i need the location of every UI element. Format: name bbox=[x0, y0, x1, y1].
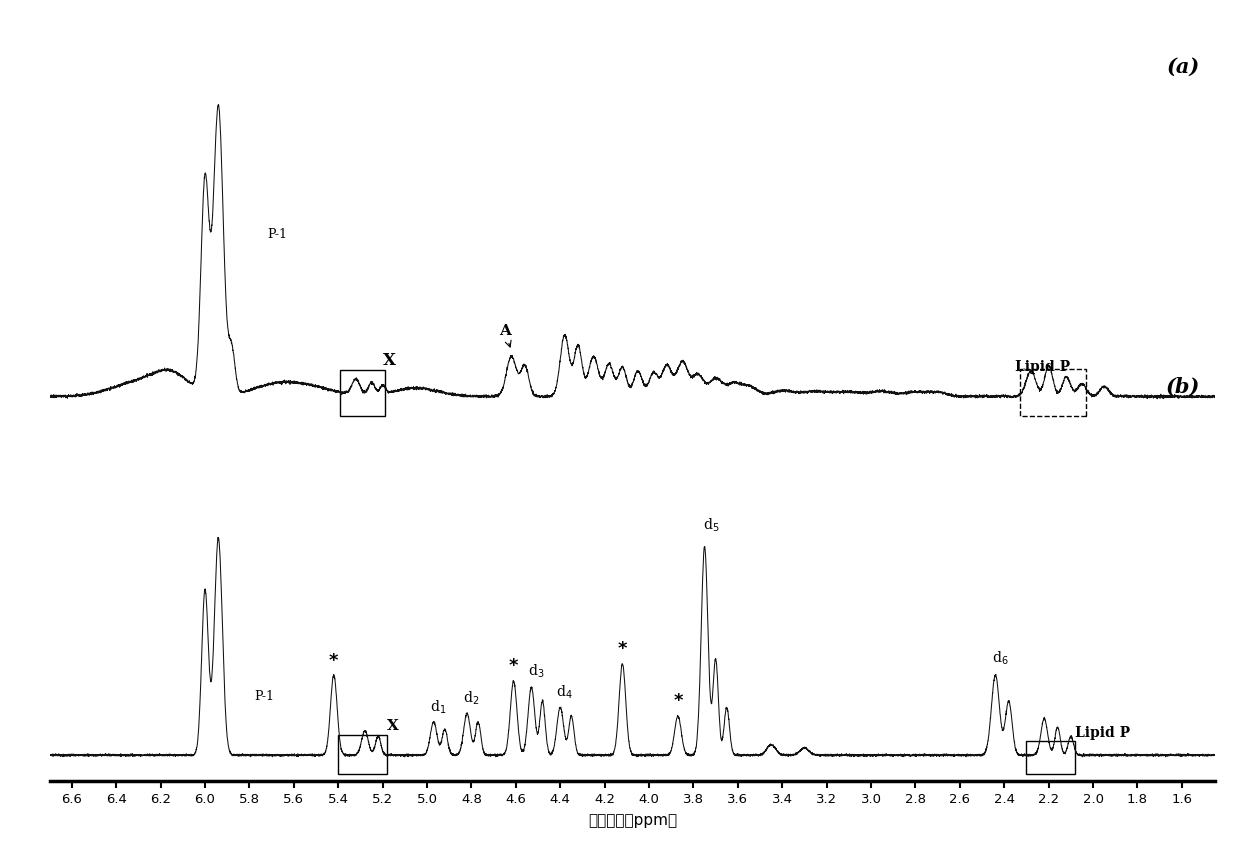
Bar bbox=[339, 735, 387, 774]
Text: P-1: P-1 bbox=[267, 227, 288, 240]
Text: d$_5$: d$_5$ bbox=[703, 516, 719, 534]
Text: d$_3$: d$_3$ bbox=[528, 663, 544, 681]
Bar bbox=[1019, 369, 1086, 416]
Text: (b): (b) bbox=[1166, 377, 1199, 397]
X-axis label: 化学位移（ppm）: 化学位移（ppm） bbox=[588, 813, 677, 828]
Text: d$_2$: d$_2$ bbox=[464, 689, 480, 707]
Bar bbox=[1027, 741, 1075, 774]
Text: d$_1$: d$_1$ bbox=[430, 699, 446, 716]
Text: (a): (a) bbox=[1167, 57, 1199, 77]
Text: A: A bbox=[498, 324, 511, 347]
Text: *: * bbox=[673, 692, 683, 710]
Text: Lipid P: Lipid P bbox=[1075, 726, 1131, 740]
Text: X: X bbox=[383, 352, 396, 369]
Text: X: X bbox=[387, 720, 399, 733]
Bar bbox=[341, 371, 384, 416]
Text: Lipid P: Lipid P bbox=[1016, 360, 1070, 374]
Text: d$_4$: d$_4$ bbox=[557, 684, 573, 701]
Text: *: * bbox=[508, 657, 518, 675]
Text: d$_6$: d$_6$ bbox=[992, 649, 1008, 667]
Text: P-1: P-1 bbox=[254, 690, 274, 703]
Text: *: * bbox=[329, 652, 339, 670]
Text: *: * bbox=[618, 640, 627, 658]
